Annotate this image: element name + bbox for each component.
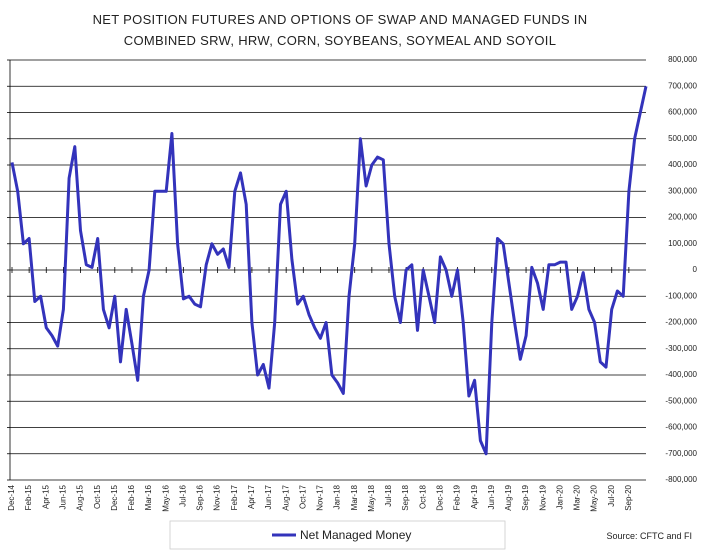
x-tick-label: Oct-15	[93, 484, 102, 509]
x-tick-label: Feb-17	[230, 484, 239, 510]
x-tick-label: Nov-16	[213, 484, 222, 510]
source-note: Source: CFTC and FI	[606, 531, 692, 541]
x-tick-label: Oct-18	[418, 484, 427, 509]
chart-title: NET POSITION FUTURES AND OPTIONS OF SWAP…	[93, 12, 588, 27]
x-tick-label: Sep-18	[401, 484, 410, 510]
x-tick-label: Aug-17	[281, 484, 290, 510]
x-tick-label: Apr-17	[247, 484, 256, 509]
x-tick-label: Jan-18	[333, 484, 342, 509]
x-tick-label: Jun-15	[59, 484, 68, 509]
x-tick-label: Jun-19	[487, 484, 496, 509]
y-tick-label: 600,000	[668, 108, 697, 117]
x-tick-label: Nov-19	[538, 484, 547, 510]
y-tick-label: -600,000	[665, 423, 697, 432]
chart-title: COMBINED SRW, HRW, CORN, SOYBEANS, SOYME…	[124, 33, 556, 48]
y-tick-label: 500,000	[668, 134, 697, 143]
x-tick-label: Sep-16	[196, 484, 205, 510]
x-tick-label: Apr-19	[470, 484, 479, 509]
x-tick-label: Jul-18	[384, 484, 393, 506]
y-tick-label: -200,000	[665, 318, 697, 327]
x-tick-label: May-16	[161, 484, 170, 511]
x-tick-label: May-20	[590, 484, 599, 511]
x-tick-label: Jan-20	[555, 484, 564, 509]
x-tick-label: Apr-15	[41, 484, 50, 509]
x-tick-label: Mar-20	[573, 484, 582, 510]
x-tick-label: Oct-17	[298, 484, 307, 509]
data-line	[10, 85, 648, 456]
y-tick-label: 700,000	[668, 81, 697, 90]
x-tick-label: Dec-15	[110, 484, 119, 510]
y-tick-label: -400,000	[665, 370, 697, 379]
legend-box	[169, 520, 506, 550]
y-tick-label: 0	[693, 265, 698, 274]
x-tick-label: Feb-15	[24, 484, 33, 510]
y-tick-label: 800,000	[668, 55, 697, 64]
x-tick-label: Mar-18	[350, 484, 359, 510]
x-tick-label: Feb-16	[127, 484, 136, 510]
y-tick-label: -300,000	[665, 344, 697, 353]
x-tick-label: Nov-17	[316, 484, 325, 510]
y-tick-label: 300,000	[668, 186, 697, 195]
y-tick-label: -500,000	[665, 396, 697, 405]
y-tick-label: 200,000	[668, 213, 697, 222]
x-tick-label: Aug-15	[76, 484, 85, 510]
x-tick-label: Feb-19	[453, 484, 462, 510]
legend-label: Net Managed Money	[300, 528, 411, 542]
x-tick-label: Jul-20	[607, 484, 616, 506]
y-tick-label: -100,000	[665, 291, 697, 300]
x-tick-label: May-18	[367, 484, 376, 511]
x-tick-label: Sep-19	[521, 484, 530, 510]
x-tick-label: Mar-16	[144, 484, 153, 510]
x-tick-label: Dec-18	[435, 484, 444, 510]
x-tick-label: Aug-19	[504, 484, 513, 510]
y-tick-label: 400,000	[668, 160, 697, 169]
x-tick-label: Sep-20	[624, 484, 633, 510]
x-tick-label: Jun-17	[264, 484, 273, 509]
x-tick-label: Jul-16	[178, 484, 187, 506]
y-tick-label: -800,000	[665, 475, 697, 484]
y-tick-label: -700,000	[665, 449, 697, 458]
x-tick-label: Dec-14	[7, 484, 16, 510]
y-tick-label: 100,000	[668, 239, 697, 248]
